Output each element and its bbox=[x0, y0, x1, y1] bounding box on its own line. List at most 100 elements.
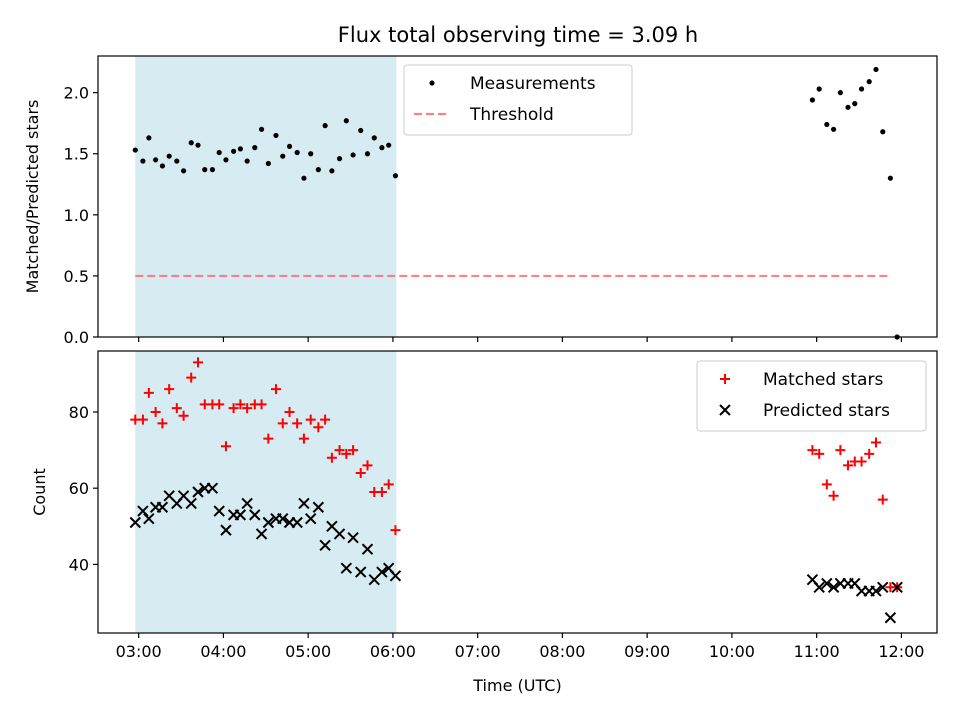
predicted-star-point bbox=[220, 524, 232, 536]
measurement-point bbox=[286, 143, 293, 150]
measurement-point bbox=[880, 129, 886, 135]
predicted-star-point bbox=[827, 581, 840, 593]
bottom-legend-box bbox=[696, 360, 927, 432]
measurement-point bbox=[294, 149, 300, 156]
legend-matched-marker bbox=[720, 374, 730, 384]
matched-star-point bbox=[220, 441, 231, 452]
measurement-point bbox=[258, 126, 265, 132]
matched-star-point bbox=[284, 406, 295, 417]
matched-star-point bbox=[334, 445, 345, 456]
matched-star-point bbox=[870, 437, 881, 448]
measurement-point bbox=[188, 140, 194, 146]
measurement-point bbox=[230, 148, 237, 154]
matched-star-point bbox=[355, 467, 366, 478]
matched-star-point bbox=[292, 418, 303, 429]
measurement-point bbox=[837, 90, 843, 96]
x-tick-label: 06:00 bbox=[370, 642, 416, 661]
top-y-tick-label: 0.0 bbox=[64, 328, 89, 347]
bottom-axes-frame bbox=[97, 350, 938, 634]
predicted-star-point bbox=[213, 505, 225, 517]
matched-star-point bbox=[277, 418, 288, 429]
x-tick-label: 04:00 bbox=[200, 642, 246, 661]
measurement-point bbox=[386, 142, 392, 148]
matched-star-point bbox=[178, 410, 189, 421]
chart-title: Flux total observing time = 3.09 h bbox=[338, 23, 698, 47]
matched-star-point bbox=[214, 399, 225, 410]
x-tick-label: 09:00 bbox=[624, 642, 670, 661]
predicted-star-point bbox=[333, 528, 346, 540]
bottom-legend: Matched stars Predicted stars bbox=[696, 360, 927, 432]
measurement-point bbox=[195, 142, 201, 148]
bottom-series-predicted-stars bbox=[129, 482, 903, 624]
matched-star-point bbox=[313, 422, 324, 433]
measurement-point bbox=[329, 168, 335, 174]
legend-label: Matched stars bbox=[763, 370, 883, 390]
predicted-star-point bbox=[312, 501, 325, 513]
top-axes-frame bbox=[97, 55, 938, 338]
measurement-point bbox=[831, 126, 837, 132]
measurement-point bbox=[153, 157, 159, 163]
measurement-point bbox=[392, 173, 399, 179]
top-y-tick-label: 1.0 bbox=[64, 206, 89, 225]
measurement-point bbox=[223, 157, 229, 163]
top-y-tick-label: 1.5 bbox=[64, 145, 89, 164]
matched-star-point bbox=[270, 384, 281, 395]
predicted-star-point bbox=[206, 482, 219, 494]
measurement-point bbox=[166, 153, 172, 159]
matched-star-point bbox=[171, 403, 182, 414]
legend-label: Predicted stars bbox=[763, 401, 890, 421]
predicted-star-point bbox=[234, 509, 247, 521]
measurement-point bbox=[209, 167, 216, 173]
top-legend-box bbox=[403, 64, 633, 136]
bottom-panel: 40 60 80 03:00 04:00 05:00 06:00 07:00 08:00 09:0… bbox=[30, 350, 938, 695]
measurement-point bbox=[159, 163, 166, 169]
predicted-star-point bbox=[129, 516, 141, 529]
measurement-point bbox=[350, 152, 356, 158]
top-y-tick-label: 0.5 bbox=[64, 267, 89, 286]
predicted-star-point bbox=[347, 532, 359, 544]
top-panel: 0.0 0.5 1.0 1.5 2.0 Matched/Predicted stars Me… bbox=[23, 55, 938, 347]
predicted-star-point bbox=[137, 505, 149, 517]
predicted-star-point bbox=[389, 570, 402, 582]
measurement-point bbox=[146, 135, 152, 141]
predicted-star-point bbox=[355, 566, 367, 578]
measurement-point bbox=[280, 153, 286, 159]
predicted-star-point bbox=[143, 512, 155, 525]
matched-star-point bbox=[383, 479, 394, 490]
predicted-star-point bbox=[185, 497, 197, 510]
bottom-y-tick-label: 80 bbox=[69, 403, 89, 422]
x-tick-label: 08:00 bbox=[539, 642, 585, 661]
matched-star-point bbox=[390, 525, 401, 536]
matched-star-point bbox=[814, 448, 825, 459]
measurement-point bbox=[315, 167, 321, 173]
top-y-axis-label: Matched/Predicted stars bbox=[23, 100, 42, 294]
predicted-star-point bbox=[813, 581, 825, 593]
matched-star-point bbox=[137, 414, 148, 425]
matched-star-point bbox=[143, 387, 154, 398]
predicted-star-point bbox=[821, 577, 833, 590]
matched-star-point bbox=[828, 490, 839, 501]
matched-star-point bbox=[256, 399, 267, 410]
measurement-point bbox=[824, 121, 830, 128]
predicted-star-point bbox=[298, 497, 310, 510]
measurement-point bbox=[273, 132, 279, 139]
measurement-point bbox=[845, 104, 851, 110]
measurement-point bbox=[180, 168, 187, 174]
matched-star-point bbox=[235, 399, 246, 410]
measurement-point bbox=[858, 86, 865, 92]
bottom-y-tick-label: 60 bbox=[69, 479, 89, 498]
top-observing-span bbox=[135, 56, 397, 337]
measurement-point bbox=[132, 147, 138, 153]
matched-star-point bbox=[835, 445, 846, 456]
legend-label: Threshold bbox=[469, 105, 554, 125]
measurement-point bbox=[371, 135, 377, 141]
legend-predicted-marker bbox=[719, 404, 731, 416]
legend-measurement-marker bbox=[429, 80, 435, 86]
predicted-star-point bbox=[192, 486, 204, 498]
matched-star-point bbox=[305, 414, 316, 425]
matched-star-point bbox=[298, 433, 309, 444]
top-y-tick-label: 2.0 bbox=[64, 84, 89, 103]
predicted-star-point bbox=[891, 581, 903, 593]
predicted-star-point bbox=[870, 585, 882, 597]
predicted-star-point bbox=[277, 512, 289, 525]
